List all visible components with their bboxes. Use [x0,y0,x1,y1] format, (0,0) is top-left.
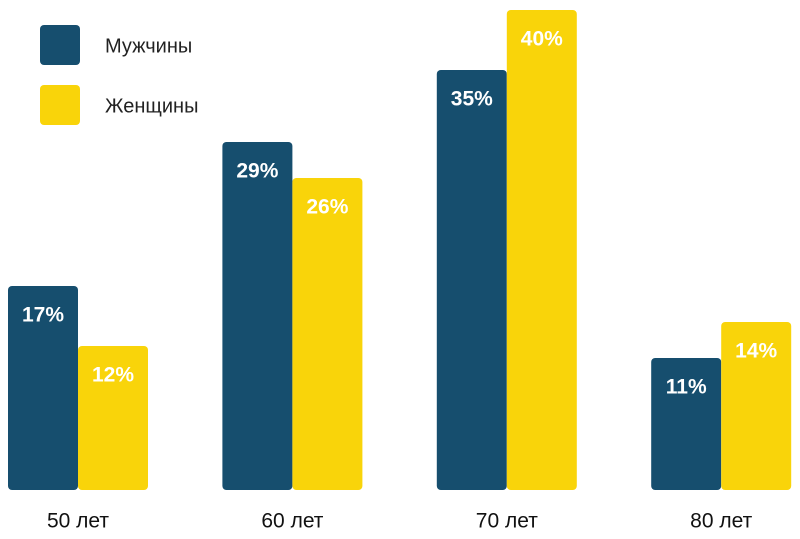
value-label: 29% [236,160,278,183]
x-tick-label: 80 лет [690,510,752,533]
bar [436,70,507,490]
x-tick-label: 50 лет [47,510,109,533]
value-label: 35% [451,88,493,111]
value-label: 11% [666,376,707,399]
bar [506,10,577,490]
bar [721,322,792,490]
legend-swatch [40,25,80,65]
bar [222,142,293,490]
bar [78,346,148,490]
legend-swatch [40,85,80,125]
value-label: 40% [521,28,563,51]
x-tick-label: 60 лет [261,510,323,533]
legend-label: Женщины [105,95,198,117]
value-label: 17% [22,304,64,327]
value-label: 26% [306,196,348,219]
bar [8,286,78,490]
value-label: 12% [92,364,134,387]
bar [292,178,363,490]
legend-label: Мужчины [105,35,192,57]
bar [651,358,722,490]
value-label: 14% [735,340,777,363]
x-tick-label: 70 лет [476,510,538,533]
